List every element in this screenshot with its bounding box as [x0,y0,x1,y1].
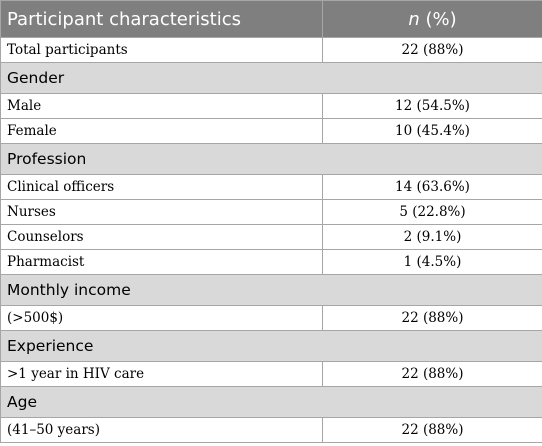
section-header-row: Profession [0,143,542,175]
section-label: Gender [0,62,542,94]
column-header-n-percent: n (%) [322,0,542,38]
row-label: Counselors [0,224,323,250]
row-label: Female [0,118,323,144]
n-symbol: n [408,8,420,30]
row-value: 5 (22.8%) [322,199,542,225]
table-row: Total participants 22 (88%) [0,37,542,63]
row-label: (>500$) [0,305,323,331]
section-header-row: Monthly income [0,274,542,306]
section-label: Profession [0,143,542,175]
row-label: Total participants [0,37,323,63]
table-row: Clinical officers 14 (63.6%) [0,174,542,200]
row-label: Pharmacist [0,249,323,275]
row-value: 12 (54.5%) [322,93,542,119]
row-label: Clinical officers [0,174,323,200]
table-row: Male 12 (54.5%) [0,93,542,119]
row-label: >1 year in HIV care [0,361,323,387]
table-row: Nurses 5 (22.8%) [0,199,542,225]
row-value: 10 (45.4%) [322,118,542,144]
table-header-row: Participant characteristics n (%) [0,0,542,38]
table-body: Total participants 22 (88%) Gender Male 12 (… [0,37,542,443]
row-label: Nurses [0,199,323,225]
section-label: Age [0,386,542,418]
section-header-row: Experience [0,330,542,362]
section-header-row: Gender [0,62,542,94]
row-value: 1 (4.5%) [322,249,542,275]
row-value: 14 (63.6%) [322,174,542,200]
table-row: (>500$) 22 (88%) [0,305,542,331]
column-header-characteristic: Participant characteristics [0,0,323,38]
row-value: 22 (88%) [322,305,542,331]
table-row: Pharmacist 1 (4.5%) [0,249,542,275]
table-row: Female 10 (45.4%) [0,118,542,144]
table-row: >1 year in HIV care 22 (88%) [0,361,542,387]
percent-label: (%) [419,8,457,30]
row-value: 22 (88%) [322,417,542,443]
section-label: Monthly income [0,274,542,306]
row-label: Male [0,93,323,119]
section-label: Experience [0,330,542,362]
row-value: 2 (9.1%) [322,224,542,250]
section-header-row: Age [0,386,542,418]
row-label: (41–50 years) [0,417,323,443]
row-value: 22 (88%) [322,361,542,387]
table-row: (41–50 years) 22 (88%) [0,417,542,443]
row-value: 22 (88%) [322,37,542,63]
table-row: Counselors 2 (9.1%) [0,224,542,250]
